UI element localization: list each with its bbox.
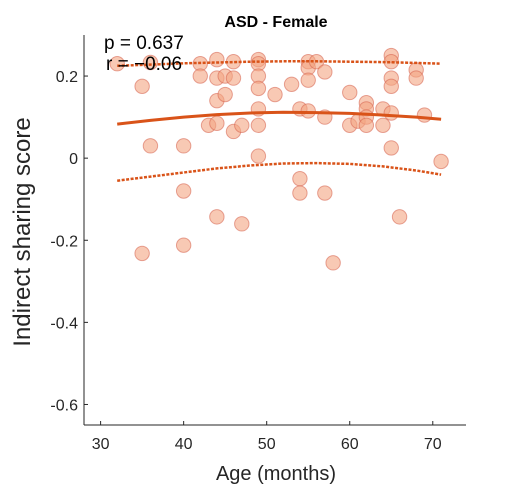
y-tick-label-2: -0.2: [50, 233, 78, 250]
data-point-28: [250, 117, 267, 134]
data-point-14: [209, 115, 225, 131]
y-tick-label-4: 0.2: [56, 69, 78, 86]
fit-line-upper-ci: [117, 60, 442, 68]
data-point-63: [433, 153, 449, 170]
x-tick-label-40: 40: [175, 436, 193, 453]
data-point-6: [175, 183, 192, 199]
data-point-61: [408, 70, 424, 86]
data-points: [109, 47, 449, 271]
data-point-31: [283, 76, 300, 92]
axes: 30 40 50 60 70 -0.6 -0.4 -0.2 0 0.2: [50, 35, 466, 453]
y-tick-label-0: -0.6: [50, 397, 78, 414]
data-point-44: [342, 84, 358, 101]
data-point-17: [217, 86, 233, 103]
data-point-40: [317, 64, 333, 80]
x-tick-label-50: 50: [258, 436, 276, 453]
x-axis-label: Age (months): [216, 463, 336, 485]
data-point-1: [134, 78, 150, 95]
data-point-21: [234, 117, 250, 134]
data-point-2: [134, 245, 150, 262]
y-tick-label-3: 0: [69, 151, 78, 168]
data-point-3: [142, 138, 159, 154]
data-point-29: [250, 148, 267, 164]
data-point-50: [358, 117, 375, 134]
fit-line-lower-ci: [117, 161, 442, 182]
data-point-37: [300, 72, 316, 88]
data-point-52: [375, 117, 391, 134]
data-point-18: [225, 53, 242, 70]
data-point-7: [175, 237, 192, 253]
data-point-9: [192, 68, 208, 84]
x-tick-label-70: 70: [424, 436, 442, 453]
data-point-43: [325, 255, 341, 271]
data-point-58: [383, 140, 399, 156]
p-value-annotation: p = 0.637: [104, 33, 184, 54]
data-point-59: [391, 209, 408, 225]
data-point-15: [209, 209, 225, 225]
data-point-33: [292, 170, 308, 187]
y-axis-label: Indirect sharing score: [9, 117, 36, 346]
chart-title: ASD - Female: [224, 14, 327, 31]
r-value-annotation: r = −0.06: [106, 54, 182, 75]
data-point-42: [317, 185, 333, 201]
data-point-62: [416, 107, 433, 123]
data-point-30: [267, 86, 283, 103]
data-point-5: [175, 138, 192, 154]
x-tick-label-60: 60: [341, 436, 359, 453]
data-point-0: [109, 56, 125, 72]
data-point-4: [142, 54, 159, 71]
fit-lines: [117, 60, 442, 182]
y-tick-label-1: -0.4: [50, 315, 78, 332]
fit-line-mean: [117, 110, 442, 126]
data-point-57: [383, 105, 399, 121]
x-tick-label-30: 30: [92, 436, 110, 453]
data-point-56: [383, 78, 399, 95]
data-point-26: [250, 80, 267, 97]
data-point-22: [234, 216, 250, 232]
data-point-19: [225, 70, 242, 86]
data-point-11: [209, 51, 225, 68]
data-point-34: [292, 185, 308, 201]
